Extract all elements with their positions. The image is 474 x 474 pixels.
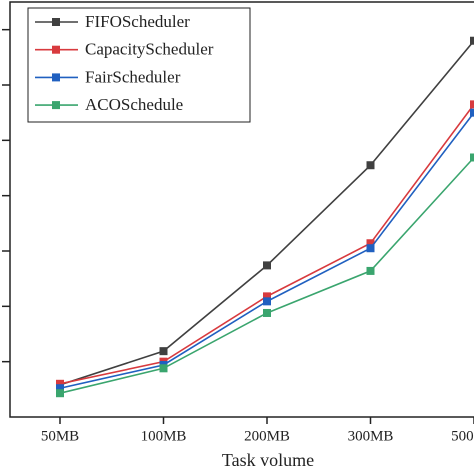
- plot-frame: [9, 1, 474, 418]
- data-point: [366, 244, 375, 253]
- legend-marker: [52, 73, 60, 82]
- data-point: [159, 364, 168, 373]
- data-point: [470, 36, 474, 45]
- data-point: [263, 308, 271, 317]
- data-point: [56, 379, 64, 388]
- data-point: [56, 384, 64, 393]
- data-point: [263, 297, 271, 306]
- data-point: [366, 239, 375, 248]
- data-point: [470, 108, 474, 117]
- data-point: [366, 161, 375, 170]
- x-tick-label: 200MB: [244, 428, 290, 444]
- x-tick-label: 500MB: [451, 428, 474, 444]
- data-point: [366, 266, 375, 275]
- legend-label: FairScheduler: [85, 67, 181, 86]
- x-tick-label: 100MB: [141, 428, 187, 444]
- legend-marker: [52, 101, 60, 110]
- legend-label: CapacityScheduler: [85, 40, 214, 59]
- x-tick-label: 300MB: [348, 428, 394, 444]
- data-point: [263, 261, 271, 270]
- data-point: [263, 292, 271, 301]
- legend-box: [27, 7, 251, 123]
- data-point: [159, 347, 168, 356]
- series-line: [59, 112, 474, 390]
- legend-marker: [52, 45, 60, 54]
- data-point: [470, 100, 474, 109]
- legend-marker: [52, 18, 60, 26]
- data-point: [56, 389, 64, 398]
- x-axis-label: Task volume: [222, 450, 314, 470]
- data-point: [470, 153, 474, 162]
- legend-label: ACOSchedule: [85, 95, 183, 114]
- legend-label: FIFOScheduler: [85, 12, 190, 31]
- series-line: [59, 103, 474, 385]
- x-tick-label: 50MB: [41, 428, 79, 444]
